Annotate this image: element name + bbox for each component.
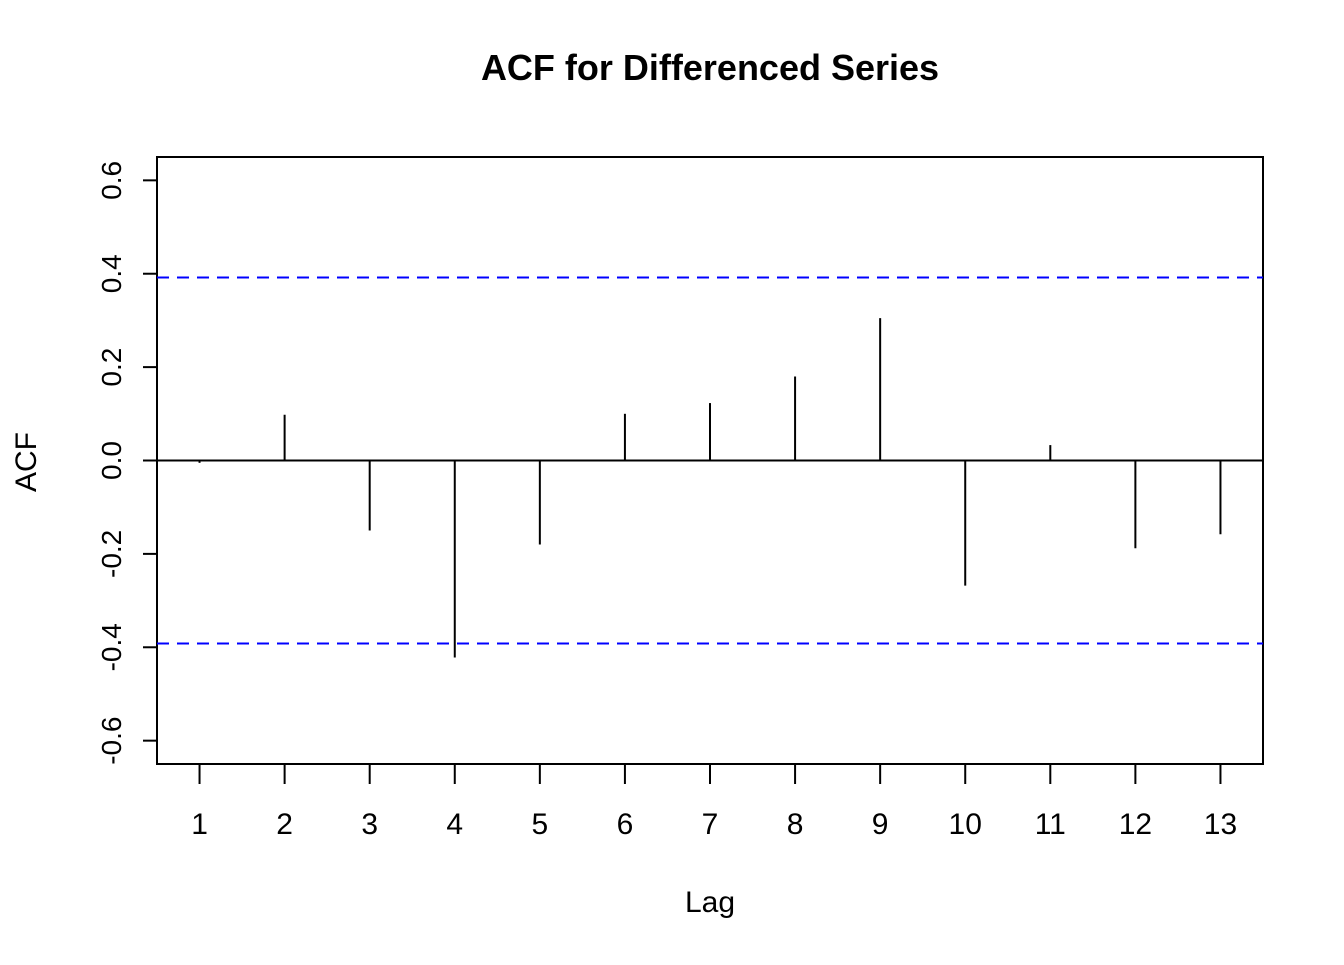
x-tick-label: 6 (617, 808, 634, 841)
x-tick-label: 13 (1204, 808, 1237, 841)
x-axis-label: Lag (685, 886, 735, 919)
y-tick-label: 0.6 (96, 161, 127, 200)
x-tick-label: 8 (787, 808, 804, 841)
y-axis-label: ACF (10, 432, 43, 492)
x-tick-label: 7 (702, 808, 719, 841)
y-tick-label: 0.2 (96, 348, 127, 387)
y-tick-label: 0.0 (96, 441, 127, 480)
y-tick-label: -0.4 (96, 623, 127, 671)
y-tick-label: -0.6 (96, 717, 127, 765)
x-tick-label: 4 (446, 808, 463, 841)
x-tick-label: 5 (532, 808, 549, 841)
y-tick-label: -0.2 (96, 530, 127, 578)
x-tick-label: 3 (361, 808, 378, 841)
x-tick-label: 9 (872, 808, 889, 841)
x-tick-label: 11 (1035, 808, 1066, 841)
chart-marks: -0.6-0.4-0.20.00.20.40.61 2 3 4 5 6 7 8 9 10 11 12 1… (96, 156, 1264, 841)
x-tick-label: 10 (949, 808, 982, 841)
chart-title: ACF for Differenced Series (481, 47, 939, 88)
y-tick-label: 0.4 (96, 254, 127, 293)
x-tick-label: 1 (191, 808, 208, 841)
x-tick-label: 12 (1119, 808, 1152, 841)
x-tick-label: 2 (276, 808, 293, 841)
